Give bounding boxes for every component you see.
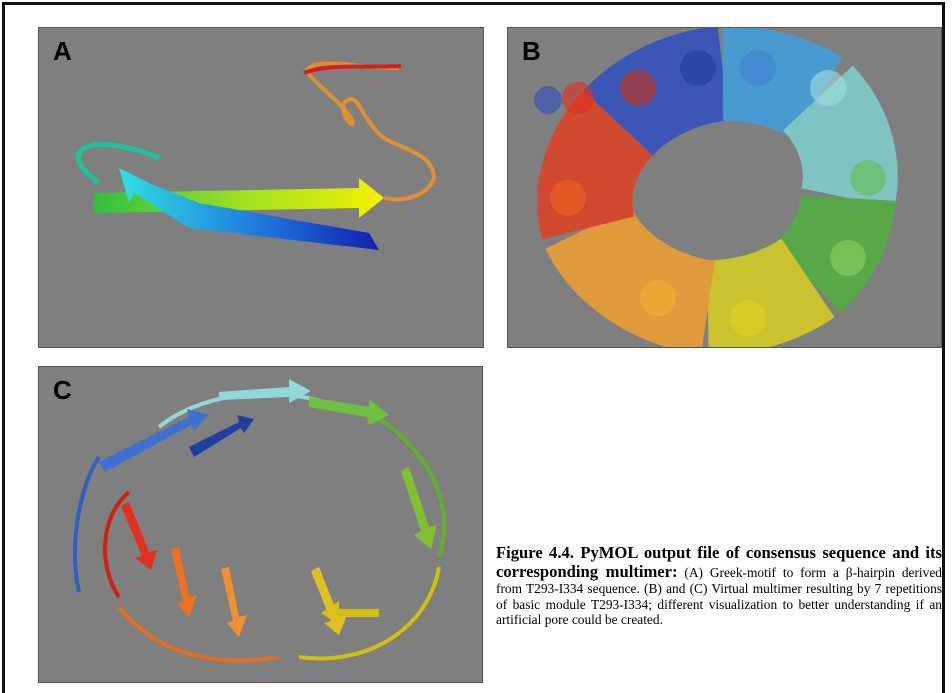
panel-c: C <box>38 366 483 683</box>
sphere-multimer <box>508 28 942 348</box>
panel-a: A <box>38 27 484 348</box>
loop <box>307 64 434 200</box>
ribbon-multimer <box>39 367 483 683</box>
panel-label: A <box>53 36 72 67</box>
beta-strands <box>99 379 437 637</box>
loop <box>78 144 159 183</box>
figure-caption: Figure 4.4. PyMOL output file of consens… <box>496 543 942 628</box>
panel-label: C <box>53 375 72 406</box>
panel-b: B <box>507 27 942 348</box>
panel-label: B <box>522 36 541 67</box>
ribbon-hairpin <box>39 28 484 348</box>
